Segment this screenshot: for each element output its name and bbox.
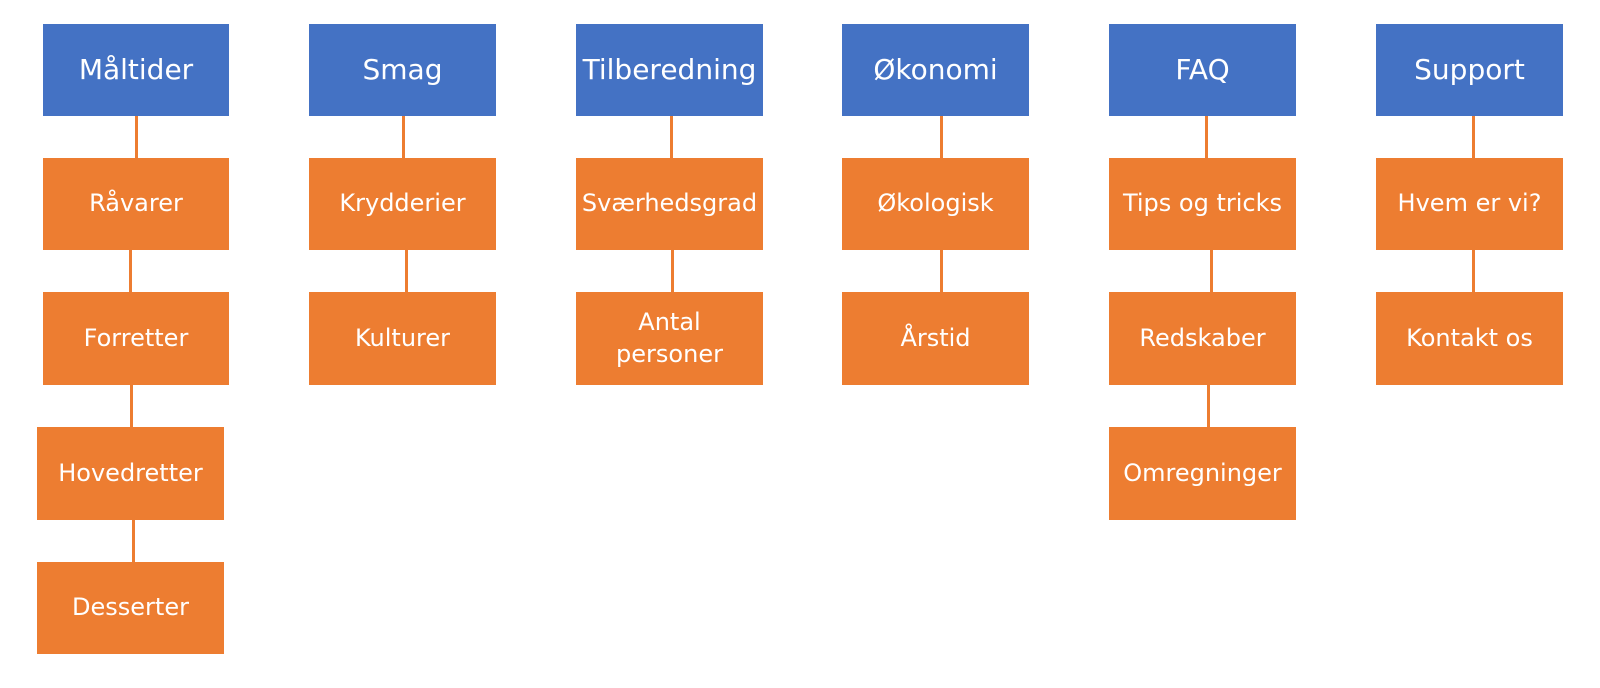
header-label: Smag <box>362 52 443 86</box>
item-redskaber: Redskaber <box>1109 292 1296 385</box>
item-tips-og-tricks: Tips og tricks <box>1109 158 1296 250</box>
header-support: Support <box>1376 24 1563 116</box>
header-label: Support <box>1414 52 1525 86</box>
item-svaerhedsgrad: Sværhedsgrad <box>576 158 763 250</box>
header-tilberedning: Tilberedning <box>576 24 763 116</box>
item-label: Kontakt os <box>1406 323 1533 352</box>
item-arstid: Årstid <box>842 292 1029 385</box>
item-label: Tips og tricks <box>1122 189 1283 218</box>
item-label: Redskaber <box>1139 323 1266 352</box>
connector <box>1205 116 1208 158</box>
item-antal-personer: Antal personer <box>576 292 763 385</box>
item-label: Forretter <box>83 323 189 352</box>
connector <box>130 385 133 427</box>
item-forretter: Forretter <box>43 292 229 385</box>
item-label: Økologisk <box>877 189 994 218</box>
connector <box>940 250 943 292</box>
header-label: FAQ <box>1175 52 1230 86</box>
item-label: Kulturer <box>354 323 450 352</box>
header-label: Måltider <box>78 52 194 86</box>
item-label: Antal personer <box>616 308 723 368</box>
item-label: Desserter <box>72 593 189 622</box>
item-label: Hvem er vi? <box>1397 189 1542 218</box>
item-label: Krydderier <box>339 189 466 218</box>
item-desserter: Desserter <box>37 562 224 654</box>
item-hvem-er-vi: Hvem er vi? <box>1376 158 1563 250</box>
header-maltider: Måltider <box>43 24 229 116</box>
item-label: Hovedretter <box>58 458 203 487</box>
header-label: Tilberedning <box>582 52 757 86</box>
item-label: Sværhedsgrad <box>581 189 758 218</box>
connector <box>940 116 943 158</box>
connector <box>670 116 673 158</box>
connector <box>129 250 132 292</box>
item-label: Årstid <box>900 323 971 352</box>
item-krydderier: Krydderier <box>309 158 496 250</box>
connector <box>132 520 135 562</box>
item-omregninger: Omregninger <box>1109 427 1296 520</box>
item-kontakt-os: Kontakt os <box>1376 292 1563 385</box>
connector <box>671 250 674 292</box>
connector <box>1207 385 1210 427</box>
item-label: Råvarer <box>89 189 183 218</box>
item-label: Omregninger <box>1123 458 1282 487</box>
connector <box>1210 250 1213 292</box>
connector <box>405 250 408 292</box>
header-faq: FAQ <box>1109 24 1296 116</box>
item-hovedretter: Hovedretter <box>37 427 224 520</box>
header-okonomi: Økonomi <box>842 24 1029 116</box>
header-label: Økonomi <box>873 52 998 86</box>
connector <box>1472 250 1475 292</box>
item-okologisk: Økologisk <box>842 158 1029 250</box>
item-kulturer: Kulturer <box>309 292 496 385</box>
connector <box>402 116 405 158</box>
header-smag: Smag <box>309 24 496 116</box>
connector <box>135 116 138 158</box>
connector <box>1472 116 1475 158</box>
item-ravarer: Råvarer <box>43 158 229 250</box>
